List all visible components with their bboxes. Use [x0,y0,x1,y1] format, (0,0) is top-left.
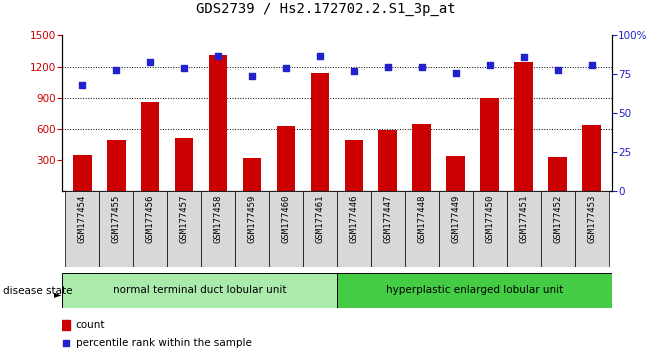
Bar [344,140,363,191]
Text: GSM177456: GSM177456 [146,195,155,243]
Point [553,67,563,73]
Text: GSM177446: GSM177446 [350,195,358,243]
Point [77,82,87,88]
Bar [378,130,397,191]
Bar [73,155,92,191]
Bar [582,125,601,191]
Point [417,64,427,69]
Text: disease state: disease state [3,286,73,296]
Bar [62,273,337,308]
Point [484,62,495,68]
Point [111,67,121,73]
Text: normal terminal duct lobular unit: normal terminal duct lobular unit [113,285,286,295]
Bar [548,157,567,191]
Text: GSM177452: GSM177452 [553,195,562,243]
Bar [337,273,612,308]
Bar [506,191,540,267]
Point [145,59,156,65]
Bar [311,73,329,191]
Text: GSM177459: GSM177459 [247,195,256,243]
Point [247,73,257,79]
Text: percentile rank within the sample: percentile rank within the sample [76,338,251,348]
Point [349,68,359,74]
Bar [107,140,126,191]
Text: GSM177451: GSM177451 [519,195,528,243]
Bar [133,191,167,267]
Bar [540,191,575,267]
Bar [303,191,337,267]
Bar [243,159,261,191]
Text: GSM177448: GSM177448 [417,195,426,243]
Text: GSM177454: GSM177454 [77,195,87,243]
Point [281,65,291,71]
Bar [480,98,499,191]
Point [450,70,461,76]
Text: GSM177450: GSM177450 [485,195,494,243]
Point [213,53,223,58]
Bar [473,191,506,267]
Point [314,53,325,58]
Point [179,65,189,71]
Bar [371,191,405,267]
Text: GSM177458: GSM177458 [214,195,223,243]
Bar [235,191,269,267]
Bar [337,191,371,267]
Bar [209,55,227,191]
Text: hyperplastic enlarged lobular unit: hyperplastic enlarged lobular unit [386,285,563,295]
Bar [439,191,473,267]
Bar [141,102,159,191]
Point [587,62,597,68]
Text: GSM177447: GSM177447 [383,195,393,243]
Bar [65,191,99,267]
Text: GSM177461: GSM177461 [316,195,324,243]
Bar [174,138,193,191]
Text: count: count [76,320,105,330]
Point [518,55,529,60]
Text: GDS2739 / Hs2.172702.2.S1_3p_at: GDS2739 / Hs2.172702.2.S1_3p_at [196,2,455,16]
Point [383,64,393,69]
Bar [167,191,201,267]
Bar [514,62,533,191]
Bar [575,191,609,267]
Point [61,340,71,346]
Bar [277,126,296,191]
Text: GSM177460: GSM177460 [281,195,290,243]
Bar [269,191,303,267]
Text: GSM177453: GSM177453 [587,195,596,243]
Bar [99,191,133,267]
Bar [62,320,70,330]
Bar [413,124,431,191]
Text: ►: ► [54,290,62,299]
Text: GSM177449: GSM177449 [451,195,460,243]
Bar [405,191,439,267]
Bar [201,191,235,267]
Text: GSM177457: GSM177457 [180,195,189,243]
Text: GSM177455: GSM177455 [112,195,120,243]
Bar [447,156,465,191]
